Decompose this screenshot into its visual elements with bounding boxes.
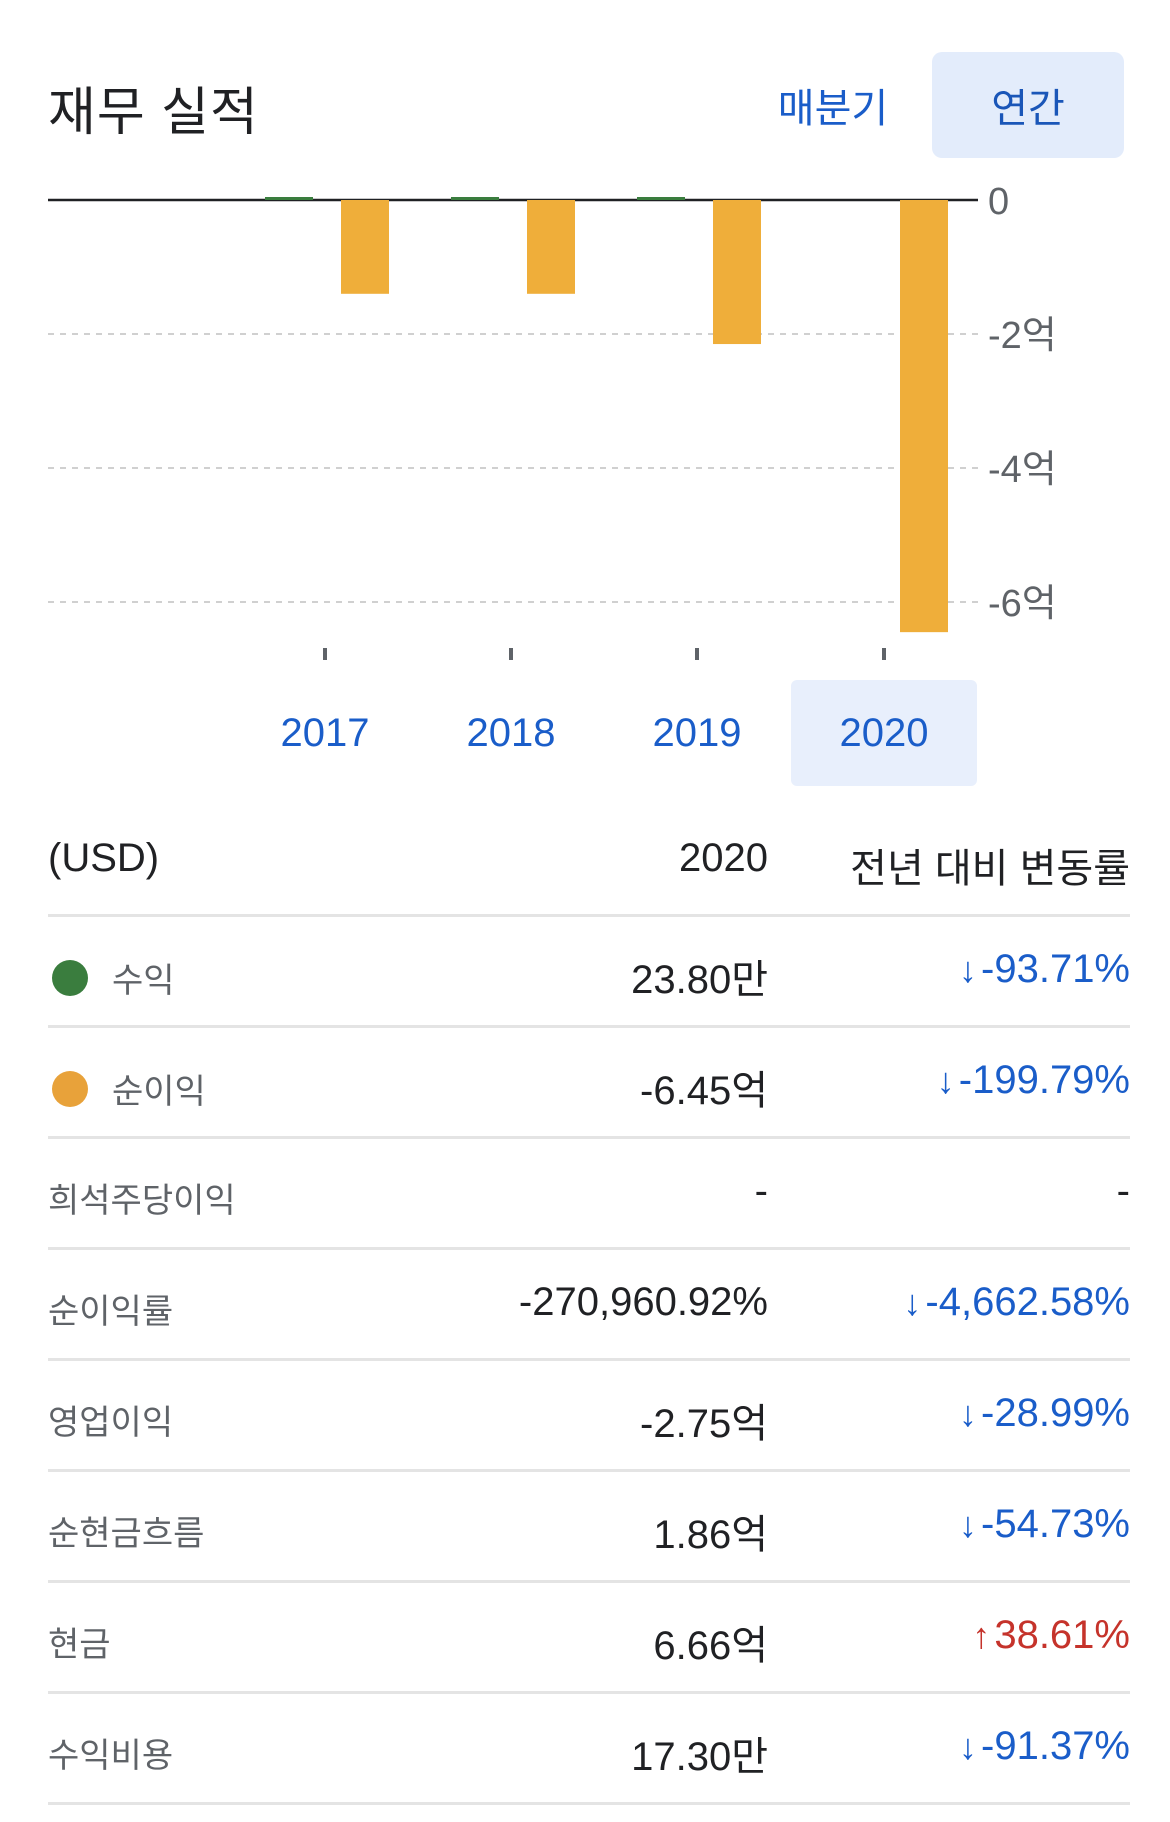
- row-value: 6.66억: [653, 1624, 768, 1668]
- row-change: ↓ -4,662.58%: [903, 1280, 1130, 1325]
- y-tick-label: -4억: [988, 449, 1057, 491]
- row-change: ↓ -199.79%: [937, 1058, 1130, 1103]
- legend-dot-icon: [52, 1070, 88, 1107]
- row-label-text: 순현금흐름: [48, 1515, 205, 1553]
- bar-revenue-2018: [451, 197, 499, 200]
- row-label: 현금: [48, 1617, 111, 1666]
- row-label: 순이익: [50, 1064, 206, 1113]
- row-value: 17.30만: [631, 1735, 768, 1779]
- bar-revenue-2017: [265, 197, 313, 200]
- year-tab-2020[interactable]: 2020: [791, 680, 977, 786]
- table-row: 순이익 -6.45억 ↓ -199.79%: [48, 1028, 1130, 1139]
- row-label-text: 수익: [112, 962, 175, 1000]
- currency-header: (USD): [48, 836, 160, 880]
- row-label-text: 영업이익: [48, 1404, 174, 1442]
- year-tab-2019[interactable]: 2019: [652, 710, 742, 755]
- table-row: 영업이익 -2.75억 ↓ -28.99%: [48, 1361, 1130, 1472]
- row-label-text: 수익비용: [48, 1737, 174, 1775]
- row-change-value: -91.37%: [981, 1724, 1130, 1768]
- y-tick-label: -2억: [988, 315, 1057, 357]
- row-value: 1.86억: [653, 1513, 768, 1557]
- row-label: 수익비용: [48, 1728, 173, 1777]
- row-change-value: -4,662.58%: [925, 1280, 1130, 1324]
- table-row: 현금 6.66억 ↑ 38.61%: [48, 1583, 1130, 1694]
- bar-revenue-2019: [637, 197, 685, 200]
- row-value: -270,960.92%: [518, 1280, 768, 1324]
- table-row: 순현금흐름 1.86억 ↓ -54.73%: [48, 1472, 1130, 1583]
- arrow-down-icon: ↓: [903, 1282, 922, 1323]
- row-change: ↓ -54.73%: [959, 1502, 1130, 1547]
- row-label: 영업이익: [48, 1395, 173, 1444]
- financial-bar-chart: 0 -2억 -4억 -6억: [48, 181, 1057, 660]
- financials-header: 재무 실적 매분기 연간: [48, 50, 1124, 160]
- arrow-down-icon: ↓: [959, 1726, 978, 1767]
- row-label-text: 현금: [48, 1626, 111, 1664]
- bar-net-income-2017: [341, 200, 389, 294]
- row-change: -: [1117, 1169, 1130, 1214]
- row-label-text: 순이익률: [48, 1293, 174, 1331]
- row-label-text: 희석주당이익: [48, 1182, 236, 1220]
- row-change: ↓ -28.99%: [959, 1391, 1130, 1436]
- row-change-value: -199.79%: [958, 1058, 1130, 1102]
- bar-net-income-2018: [527, 200, 575, 294]
- table-row: 수익비용 17.30만 ↓ -91.37%: [48, 1694, 1130, 1805]
- row-change-value: -: [1116, 1169, 1130, 1213]
- row-change: ↓ -91.37%: [959, 1724, 1130, 1769]
- y-tick-label: -6억: [988, 583, 1057, 625]
- y-tick-label: 0: [988, 181, 1009, 223]
- arrow-down-icon: ↓: [959, 949, 978, 990]
- table-row: 희석주당이익 - -: [48, 1139, 1130, 1250]
- bar-net-income-2020: [900, 200, 948, 633]
- year-header: 2020: [679, 836, 768, 880]
- quarterly-toggle-button[interactable]: 매분기: [777, 87, 889, 131]
- row-label: 희석주당이익: [48, 1173, 236, 1222]
- row-label-text: 순이익: [112, 1073, 206, 1111]
- bar-net-income-2019: [713, 200, 761, 345]
- table-row: 순이익률 -270,960.92% ↓ -4,662.58%: [48, 1250, 1130, 1361]
- year-tab-2018[interactable]: 2018: [466, 710, 556, 755]
- row-label: 순이익률: [48, 1284, 173, 1333]
- financials-table: (USD) 2020 전년 대비 변동률 수익 23.80만 ↓ -93.71% 순이익…: [48, 800, 1130, 1805]
- row-label: 순현금흐름: [48, 1506, 204, 1555]
- arrow-up-icon: ↑: [972, 1615, 991, 1656]
- table-header: (USD) 2020 전년 대비 변동률: [48, 800, 1130, 917]
- row-change: ↓ -93.71%: [959, 947, 1130, 992]
- row-value: 23.80만: [631, 958, 768, 1002]
- row-change-value: -93.71%: [981, 947, 1130, 991]
- arrow-down-icon: ↓: [959, 1393, 978, 1434]
- annual-toggle-button[interactable]: 연간: [932, 52, 1124, 158]
- row-change-value: 38.61%: [994, 1613, 1130, 1657]
- arrow-down-icon: ↓: [936, 1060, 955, 1101]
- legend-dot-icon: [52, 959, 88, 996]
- row-value: -2.75억: [640, 1402, 768, 1446]
- row-change-value: -28.99%: [981, 1391, 1130, 1435]
- row-change-value: -54.73%: [981, 1502, 1130, 1546]
- table-row: 수익 23.80만 ↓ -93.71%: [48, 917, 1130, 1028]
- row-value: -6.45억: [640, 1069, 768, 1113]
- arrow-down-icon: ↓: [959, 1504, 978, 1545]
- row-change: ↑ 38.61%: [972, 1613, 1130, 1658]
- yoy-header: 전년 대비 변동률: [850, 847, 1130, 891]
- section-title: 재무 실적: [48, 84, 259, 142]
- year-tab-2017[interactable]: 2017: [280, 710, 370, 755]
- row-label: 수익: [50, 953, 175, 1002]
- row-value: -: [754, 1169, 768, 1213]
